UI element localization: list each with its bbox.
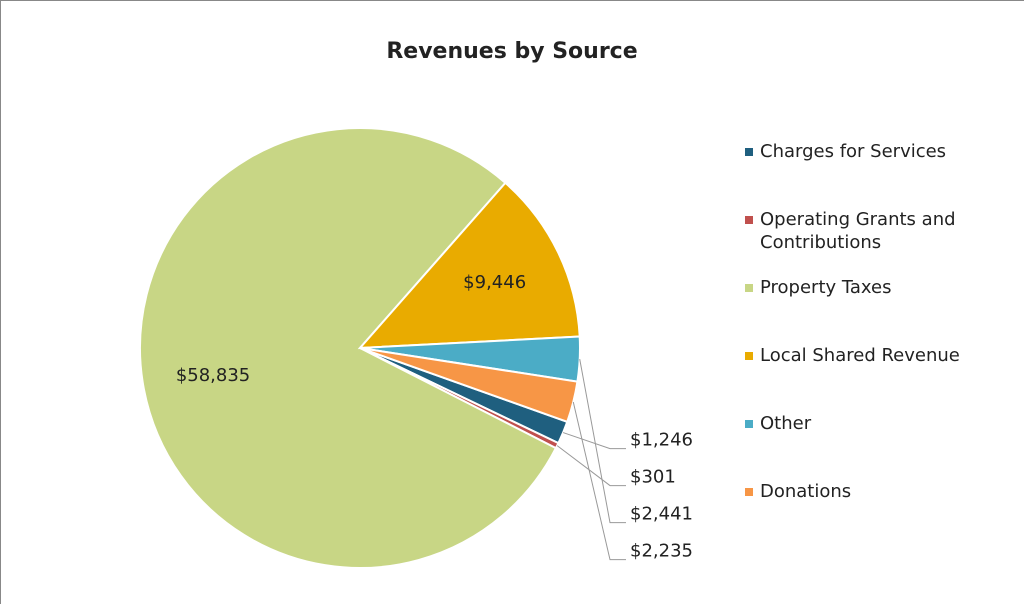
pie-slice [139, 127, 558, 569]
data-label: $2,235 [630, 541, 693, 562]
legend: Charges for Services Operating Grants and… [745, 140, 1015, 548]
pie-slice [359, 347, 579, 424]
legend-swatch [745, 420, 753, 428]
data-label: $9,446 [463, 272, 526, 293]
leader-line [556, 445, 626, 487]
data-label: $2,441 [630, 504, 693, 525]
leader-line [572, 401, 626, 561]
legend-item: Operating Grants and Contributions [745, 208, 1015, 276]
legend-swatch [745, 352, 753, 360]
legend-item: Charges for Services [745, 140, 1015, 208]
legend-item: Donations [745, 480, 1015, 548]
legend-label: Operating Grants and Contributions [760, 209, 956, 253]
legend-label: Donations [760, 481, 852, 502]
legend-item: Property Taxes [745, 276, 1015, 344]
legend-swatch [745, 148, 753, 156]
legend-label: Property Taxes [760, 277, 892, 298]
legend-item: Other [745, 412, 1015, 480]
data-label: $1,246 [630, 430, 693, 451]
leader-line [579, 359, 626, 524]
legend-swatch [745, 216, 753, 224]
legend-swatch [745, 284, 753, 292]
legend-item: Local Shared Revenue [745, 344, 1015, 412]
legend-label: Local Shared Revenue [760, 345, 960, 366]
legend-label: Other [760, 413, 812, 434]
data-label: $301 [630, 467, 676, 488]
chart-title: Revenues by Source [386, 39, 637, 64]
data-label: $58,835 [176, 365, 250, 386]
legend-swatch [745, 488, 753, 496]
legend-label: Charges for Services [760, 141, 947, 162]
pie-slice [357, 181, 581, 350]
leader-line [562, 432, 626, 450]
